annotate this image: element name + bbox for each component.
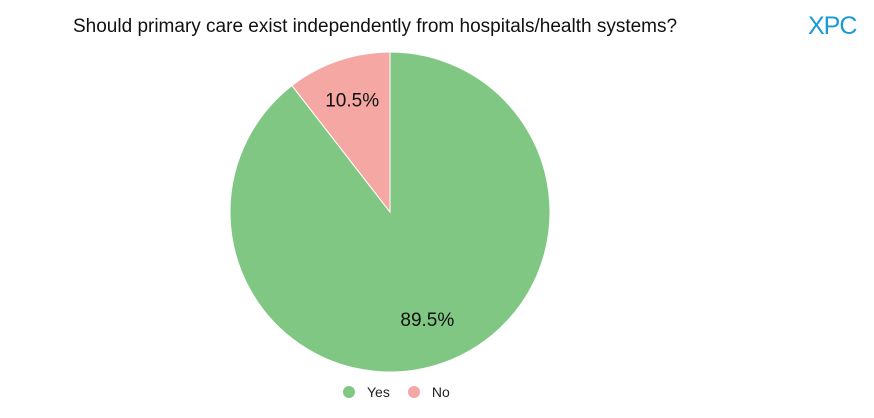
legend-item-yes[interactable]: Yes bbox=[343, 384, 390, 400]
legend-swatch-no bbox=[407, 386, 420, 398]
xpc-logo: XPC bbox=[808, 12, 858, 40]
legend-label-no: No bbox=[431, 384, 450, 400]
legend-swatch-yes bbox=[343, 386, 355, 398]
slice-label-yes: 89.5% bbox=[400, 310, 454, 331]
pie-labels: 89.5% 10.5% bbox=[325, 91, 454, 331]
pie-slices bbox=[229, 51, 551, 373]
logo-text: XPC bbox=[808, 12, 857, 40]
slice-label-no: 10.5% bbox=[325, 91, 379, 112]
pie-slice-no[interactable] bbox=[291, 51, 391, 214]
legend-item-no[interactable]: No bbox=[407, 384, 450, 400]
chart-title: Should primary care exist independently … bbox=[73, 16, 678, 37]
chart-legend: Yes No bbox=[343, 384, 468, 400]
legend-label-yes: Yes bbox=[367, 384, 390, 400]
